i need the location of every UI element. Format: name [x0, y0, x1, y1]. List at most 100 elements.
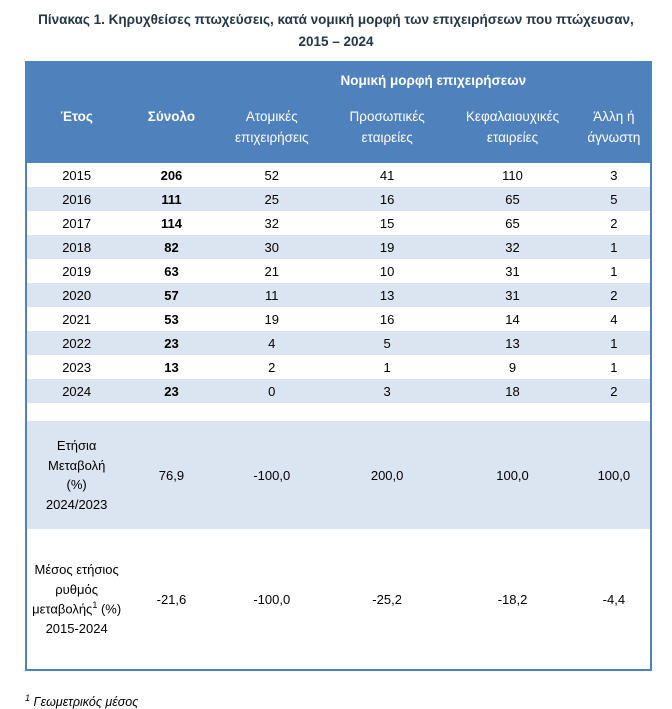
cell-value: 11 — [265, 287, 279, 303]
col-header-partnerships: Προσωπικές εταιρείες — [326, 97, 448, 164]
cell-value: 1 — [610, 263, 618, 279]
annual-change-total: 76,9 — [158, 467, 185, 483]
cell-total: 82 — [164, 239, 179, 255]
col-header-sole-proprietorships: Ατομικές επιχειρήσεις — [216, 97, 327, 164]
cell-year: 2022 — [62, 335, 92, 351]
cell-total: 23 — [164, 335, 179, 351]
footnote-text: Γεωμετρικός μέσος — [30, 695, 139, 709]
average-change-label: Μέσος ετήσιος ρυθμός μεταβολής1 (%) 2015… — [26, 529, 126, 670]
cell-value: 19 — [264, 311, 279, 327]
table-row-2021: 2021 53 19 16 14 4 — [26, 307, 651, 331]
table-row-2015: 2015 206 52 41 110 3 — [26, 163, 651, 187]
cell-value: 2 — [610, 383, 618, 399]
cell-total: 114 — [160, 215, 182, 231]
table-row-2024: 2024 23 0 3 18 2 — [26, 379, 651, 404]
col-header-total: Σύνολο — [126, 97, 217, 164]
cell-value: 1 — [383, 359, 391, 375]
group-header-label: Νομική μορφή επιχειρήσεων — [216, 62, 651, 98]
cell-value: 10 — [379, 263, 395, 279]
column-header-row: Έτος Σύνολο Ατομικές επιχειρήσεις Προσωπ… — [26, 97, 651, 164]
cell-value: 41 — [379, 167, 395, 183]
table-row-2016: 2016 111 25 16 65 5 — [26, 187, 651, 212]
table-row-2018: 2018 82 30 19 32 1 — [26, 235, 651, 260]
annual-label-line4: 2024/2023 — [45, 496, 108, 512]
cell-value: 16 — [379, 311, 395, 327]
avg-label-line1: Μέσος ετήσιος — [34, 562, 119, 578]
cell-year: 2021 — [62, 311, 92, 327]
cell-value: 32 — [264, 215, 279, 231]
table-row-2022: 2022 23 4 5 13 1 — [26, 331, 651, 356]
cell-year: 2015 — [62, 167, 92, 183]
cell-year: 2018 — [62, 239, 92, 255]
cell-year: 2023 — [62, 359, 92, 375]
annual-change-row: Ετήσια Μεταβολή (%) 2024/2023 76,9 -100,… — [26, 421, 651, 530]
cell-value: 2 — [610, 287, 618, 303]
average-change-value: -4,4 — [602, 591, 626, 607]
col-header-other-unknown: Άλλη ή άγνωστη — [577, 97, 651, 164]
cell-value: 31 — [505, 263, 520, 279]
annual-change-value: 100,0 — [597, 467, 631, 483]
footnote-marker: 1 — [92, 600, 98, 611]
cell-year: 2019 — [62, 263, 92, 279]
cell-value: 110 — [502, 167, 523, 183]
cell-value: 65 — [505, 215, 520, 231]
average-change-value: -18,2 — [497, 591, 528, 607]
cell-value: 5 — [383, 335, 391, 351]
col-header-year: Έτος — [26, 97, 127, 164]
cell-year: 2016 — [62, 191, 92, 207]
cell-value: 4 — [610, 311, 618, 327]
table-title: Πίνακας 1. Κηρυχθείσες πτωχεύσεις, κατά … — [0, 0, 672, 52]
footnote-sup: 1 — [25, 693, 31, 704]
header-spacer — [26, 62, 217, 98]
cell-value: 5 — [610, 191, 618, 207]
annual-label-line1: Ετήσια — [56, 438, 97, 454]
cell-value: 16 — [379, 191, 395, 207]
average-change-value: -25,2 — [372, 591, 402, 607]
average-change-row: Μέσος ετήσιος ρυθμός μεταβολής1 (%) 2015… — [26, 529, 651, 670]
cell-value: 3 — [383, 383, 391, 399]
cell-value: 1 — [610, 239, 618, 255]
table-body: 2015 206 52 41 110 3 2016 111 25 16 65 5… — [26, 163, 651, 670]
table-header: Νομική μορφή επιχειρήσεων Έτος Σύνολο Ατ… — [26, 62, 651, 164]
cell-value: 15 — [379, 215, 395, 231]
title-line1: Πίνακας 1. Κηρυχθείσες πτωχεύσεις, κατά … — [38, 12, 634, 27]
cell-total: 206 — [160, 167, 183, 183]
cell-value: 2 — [610, 215, 618, 231]
cell-value: 30 — [264, 239, 279, 255]
table-row-2023: 2023 13 2 1 9 1 — [26, 355, 651, 379]
cell-value: 13 — [379, 287, 395, 303]
average-change-total: -21,6 — [156, 591, 187, 607]
cell-value: 52 — [264, 167, 279, 183]
col-header-capital-companies: Κεφαλαιουχικές εταιρείες — [447, 97, 578, 164]
cell-value: 31 — [505, 287, 520, 303]
annual-change-label: Ετήσια Μεταβολή (%) 2024/2023 — [26, 421, 126, 529]
cell-year: 2017 — [62, 215, 92, 231]
cell-value: 3 — [610, 167, 618, 183]
annual-change-value: 200,0 — [370, 467, 404, 483]
annual-change-value: -100,0 — [253, 467, 291, 483]
title-line2: 2015 – 2024 — [298, 33, 374, 49]
annual-label-line3: (%) — [66, 477, 87, 493]
cell-year: 2020 — [62, 287, 92, 303]
annual-label-line2: Μεταβολή — [48, 457, 106, 473]
spacer-row — [26, 403, 651, 422]
cell-value: 1 — [610, 335, 618, 351]
cell-value: 1 — [610, 359, 618, 375]
cell-total: 53 — [164, 311, 179, 327]
cell-value: 19 — [379, 239, 395, 255]
table-row-2017: 2017 114 32 15 65 2 — [26, 211, 651, 235]
cell-value: 13 — [505, 335, 520, 351]
table-row-2020: 2020 57 11 13 31 2 — [26, 283, 651, 308]
cell-value: 65 — [505, 191, 520, 207]
cell-total: 111 — [161, 191, 182, 207]
cell-value: 4 — [268, 335, 276, 351]
bankruptcies-table: Νομική μορφή επιχειρήσεων Έτος Σύνολο Ατ… — [25, 61, 652, 672]
group-header-row: Νομική μορφή επιχειρήσεων — [26, 62, 651, 98]
table-row-2019: 2019 63 21 10 31 1 — [26, 259, 651, 283]
annual-change-value: 100,0 — [496, 467, 529, 483]
cell-year: 2024 — [62, 383, 92, 399]
cell-value: 9 — [508, 359, 517, 375]
cell-value: 2 — [268, 359, 276, 375]
cell-total: 63 — [164, 263, 179, 279]
